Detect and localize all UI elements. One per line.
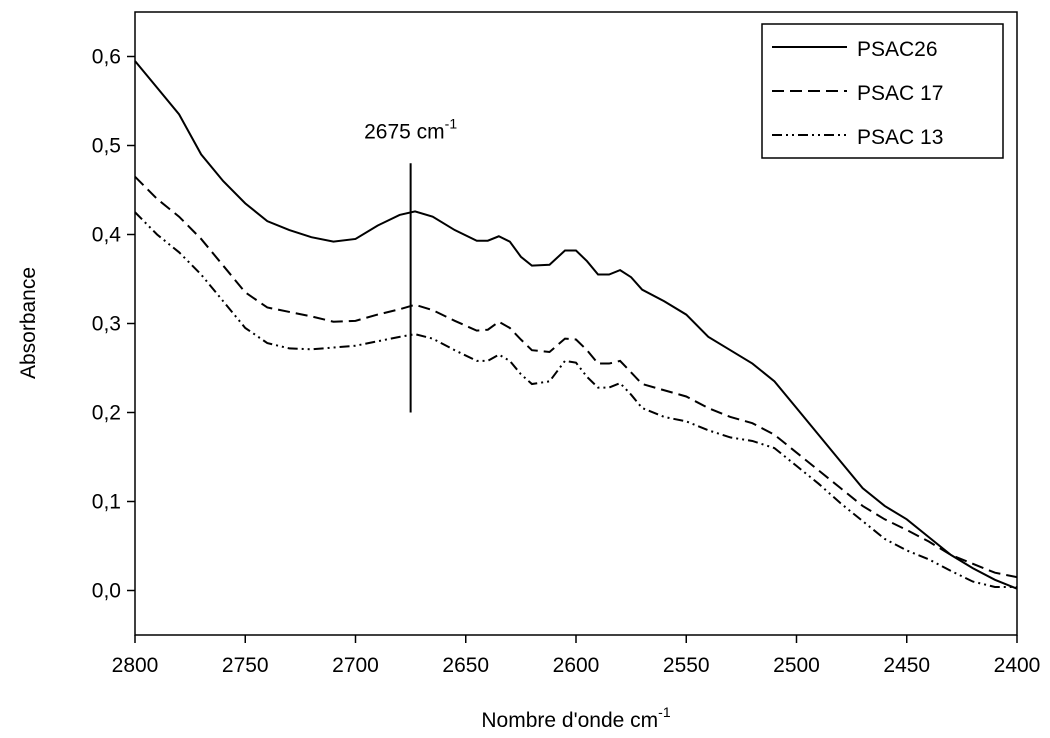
y-tick-label: 0,0 [92, 580, 121, 603]
x-tick-label: 2550 [663, 654, 710, 677]
series-line [134, 175, 1018, 579]
y-tick-label: 0,1 [92, 491, 121, 514]
y-tick-label: 0,2 [92, 402, 121, 425]
x-tick-label: 2650 [442, 654, 489, 677]
annotation-text: 2675 cm [364, 120, 445, 143]
legend-label: PSAC26 [857, 38, 938, 61]
x-axis-label-sup: -1 [658, 704, 671, 720]
x-tick-label: 2450 [883, 654, 930, 677]
x-tick-label: 2600 [553, 654, 600, 677]
x-tick-label: 2400 [994, 654, 1041, 677]
x-tick-label: 2750 [222, 654, 269, 677]
x-tick-label: 2800 [112, 654, 159, 677]
y-axis-label: Absorbance [17, 267, 40, 379]
legend-label: PSAC 13 [857, 126, 943, 149]
series-line [134, 60, 1018, 590]
annotation-sup: -1 [445, 115, 458, 131]
y-tick-label: 0,4 [92, 224, 122, 247]
legend-label: PSAC 17 [857, 82, 943, 105]
annotation: 2675 cm-1 [364, 115, 457, 143]
y-tick-label: 0,6 [92, 46, 121, 69]
x-axis-label-text: Nombre d'onde cm [481, 709, 658, 732]
y-tick-label: 0,3 [92, 313, 121, 336]
series-line [134, 211, 1017, 588]
y-tick-label: 0,5 [92, 135, 121, 158]
x-axis-label: Nombre d'onde cm-1 [481, 704, 670, 732]
x-tick-label: 2500 [773, 654, 820, 677]
legend: PSAC26 PSAC 17 PSAC 13 [761, 23, 1004, 159]
x-tick-label: 2700 [332, 654, 379, 677]
